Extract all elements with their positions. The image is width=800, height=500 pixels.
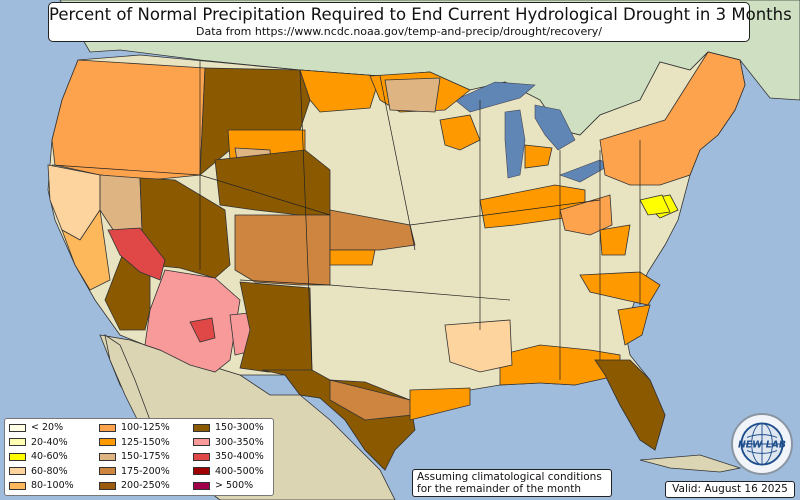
legend-label: 150-175% xyxy=(121,451,170,462)
region-arizona-red xyxy=(189,317,216,343)
legend-swatch xyxy=(9,452,26,461)
legend-swatch xyxy=(193,452,210,461)
region-lake-michigan-east xyxy=(524,144,553,169)
legend-swatch xyxy=(99,467,116,475)
legend-item: < 20% xyxy=(9,422,63,435)
legend-item: 150-300% xyxy=(193,422,264,435)
legend-item: 150-175% xyxy=(99,451,170,464)
region-colorado-brown xyxy=(214,149,331,216)
legend-label: 125-150% xyxy=(121,436,170,448)
legend-item: 350-400% xyxy=(193,451,264,464)
cuba-land xyxy=(639,454,742,473)
legend-label: 60-80% xyxy=(31,465,68,477)
legend-item: 100-125% xyxy=(99,422,170,435)
legend-label: 20-40% xyxy=(31,436,68,448)
logo-text: NEW LAB xyxy=(738,440,786,451)
legend-item: 400-500% xyxy=(193,466,264,479)
lake-huron xyxy=(534,104,576,151)
legend-label: 175-200% xyxy=(121,465,170,477)
legend-swatch xyxy=(193,481,210,490)
great-lakes xyxy=(454,81,649,183)
region-northern-california xyxy=(61,208,111,291)
legend-item: 20-40% xyxy=(9,437,68,450)
region-new-mexico-brown xyxy=(239,281,313,373)
region-midwest-orange xyxy=(439,114,481,151)
legend-item: 125-150% xyxy=(99,437,170,450)
legend-swatch xyxy=(99,423,116,432)
legend-swatch xyxy=(193,438,210,446)
legend-swatch xyxy=(9,438,26,446)
legend-label: 350-400% xyxy=(215,451,264,462)
drought-regions xyxy=(47,51,746,471)
region-pacific-northwest xyxy=(51,59,206,181)
region-appalachia-orange xyxy=(599,224,631,256)
legend-item: > 500% xyxy=(193,480,253,493)
region-gulf-coast-brown xyxy=(594,359,666,451)
legend-item: 175-200% xyxy=(99,466,170,479)
legend-swatch xyxy=(99,481,116,490)
lake-superior xyxy=(454,81,536,113)
region-mohave-red xyxy=(107,227,166,281)
legend: < 20% 20-40% 40-60% 60-80% 80-100% 100-125% 12… xyxy=(4,418,274,496)
legend-label: > 500% xyxy=(215,480,254,491)
legend-item: 80-100% xyxy=(9,480,74,493)
region-texas-mid xyxy=(329,379,413,421)
note-line-2: for the remainder of the month xyxy=(417,483,582,495)
legend-swatch xyxy=(9,467,26,475)
legend-label: 300-350% xyxy=(215,436,264,448)
legend-label: 150-300% xyxy=(215,422,264,433)
legend-swatch xyxy=(99,438,116,446)
region-northeast-orange xyxy=(599,51,746,186)
region-colorado-mid xyxy=(234,214,331,286)
legend-label: 200-250% xyxy=(121,480,170,491)
region-arizona-pink xyxy=(144,269,241,373)
region-kansas-orange xyxy=(329,249,376,266)
legend-swatch xyxy=(99,452,116,461)
note-line-1: Assuming climatological conditions xyxy=(417,471,602,483)
legend-label: 400-500% xyxy=(215,465,264,477)
region-deep-south-tan xyxy=(444,319,513,373)
legend-item: 300-350% xyxy=(193,437,264,450)
valid-date: Valid: August 16 2025 xyxy=(665,481,795,498)
state-borders xyxy=(51,60,641,380)
legend-label: 80-100% xyxy=(31,480,74,491)
map-subtitle: Data from https://www.ncdc.noaa.gov/temp… xyxy=(196,25,602,38)
legend-swatch xyxy=(9,481,26,490)
legend-label: < 20% xyxy=(31,422,64,433)
legend-swatch xyxy=(193,423,210,432)
globe-logo-icon: NEW LAB xyxy=(731,413,793,475)
region-maryland-yellow xyxy=(639,194,671,216)
region-louisiana-orange xyxy=(409,387,471,421)
legend-label: 40-60% xyxy=(31,451,68,462)
legend-swatch xyxy=(9,423,26,432)
region-northern-plains-tan xyxy=(384,77,441,113)
legend-item: 60-80% xyxy=(9,466,68,479)
legend-item: 200-250% xyxy=(99,480,170,493)
map-title: Percent of Normal Precipitation Required… xyxy=(49,5,792,24)
legend-swatch xyxy=(193,467,210,475)
region-nebraska-kansas xyxy=(329,209,416,251)
legend-item: 40-60% xyxy=(9,451,68,464)
assumption-note: Assuming climatological conditions for t… xyxy=(412,469,612,497)
title-box: Percent of Normal Precipitation Required… xyxy=(48,2,792,42)
region-montana-orange xyxy=(299,69,381,113)
legend-label: 100-125% xyxy=(121,422,170,433)
lake-michigan xyxy=(504,109,526,179)
region-south-carolina xyxy=(617,304,651,346)
